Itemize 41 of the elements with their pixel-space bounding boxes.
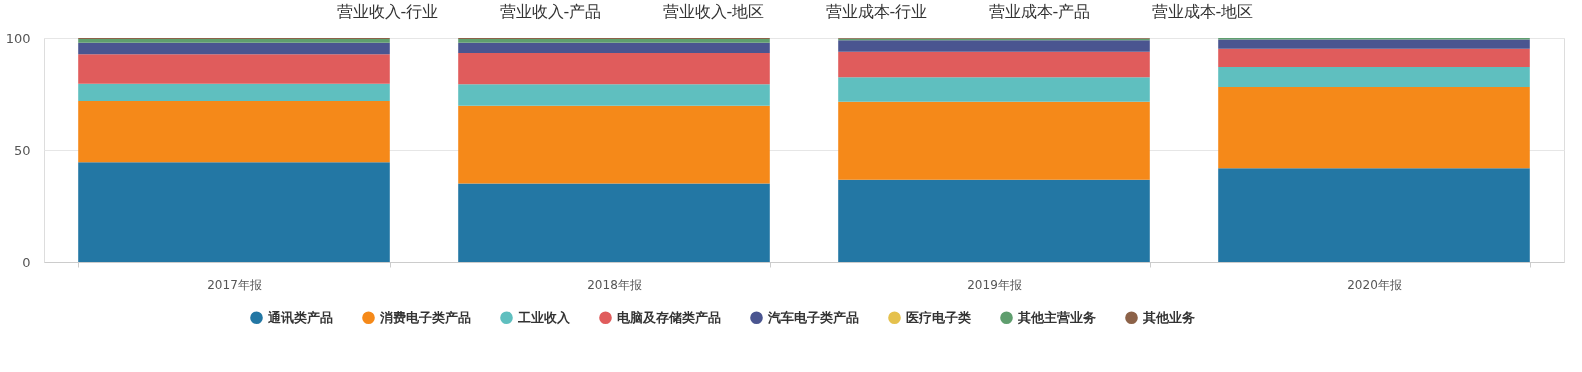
bar bbox=[78, 162, 390, 262]
legend-label: 汽车电子类产品 bbox=[767, 309, 859, 325]
bar bbox=[1218, 67, 1530, 88]
bar bbox=[458, 84, 770, 106]
bar bbox=[78, 54, 390, 84]
x-tick-label: 2017年报 bbox=[207, 277, 262, 292]
bar bbox=[1218, 39, 1530, 49]
bar bbox=[458, 53, 770, 85]
bar bbox=[1218, 48, 1530, 68]
legend-label: 电脑及存储类产品 bbox=[617, 309, 721, 325]
y-tick-label: 100 bbox=[5, 30, 31, 46]
legend-label: 工业收入 bbox=[517, 309, 571, 325]
bar bbox=[78, 83, 390, 101]
text: 营业成本-产品 bbox=[988, 2, 1091, 21]
legend-label: 消费电子类产品 bbox=[379, 309, 471, 325]
bar bbox=[838, 51, 1150, 78]
bar bbox=[838, 101, 1150, 180]
y-tick-label: 50 bbox=[13, 142, 31, 158]
bar bbox=[838, 179, 1150, 262]
x-tick-label: 2018年报 bbox=[587, 277, 642, 292]
bar bbox=[458, 42, 770, 54]
x-tick-label: 2020年报 bbox=[1347, 277, 1402, 292]
bar bbox=[838, 40, 1150, 52]
legend-label: 其他主营业务 bbox=[1017, 309, 1096, 325]
y-tick-label: 0 bbox=[22, 254, 31, 270]
x-tick-label: 2019年报 bbox=[967, 277, 1022, 292]
bar bbox=[838, 77, 1150, 102]
text: 营业收入-地区 bbox=[662, 2, 765, 21]
bar bbox=[458, 183, 770, 262]
text: 营业成本-行业 bbox=[825, 2, 928, 21]
bar bbox=[78, 42, 390, 55]
bar bbox=[1218, 87, 1530, 169]
legend-label: 通讯类产品 bbox=[267, 309, 333, 325]
text: 营业收入-行业 bbox=[336, 2, 439, 21]
legend-label: 医疗电子类 bbox=[906, 309, 971, 325]
bar bbox=[458, 105, 770, 184]
bar bbox=[1218, 168, 1530, 262]
text: 营业成本-地区 bbox=[1151, 2, 1254, 21]
legend-label: 其他业务 bbox=[1142, 309, 1195, 325]
text: 营业收入-产品 bbox=[499, 2, 602, 21]
bar bbox=[78, 100, 390, 163]
